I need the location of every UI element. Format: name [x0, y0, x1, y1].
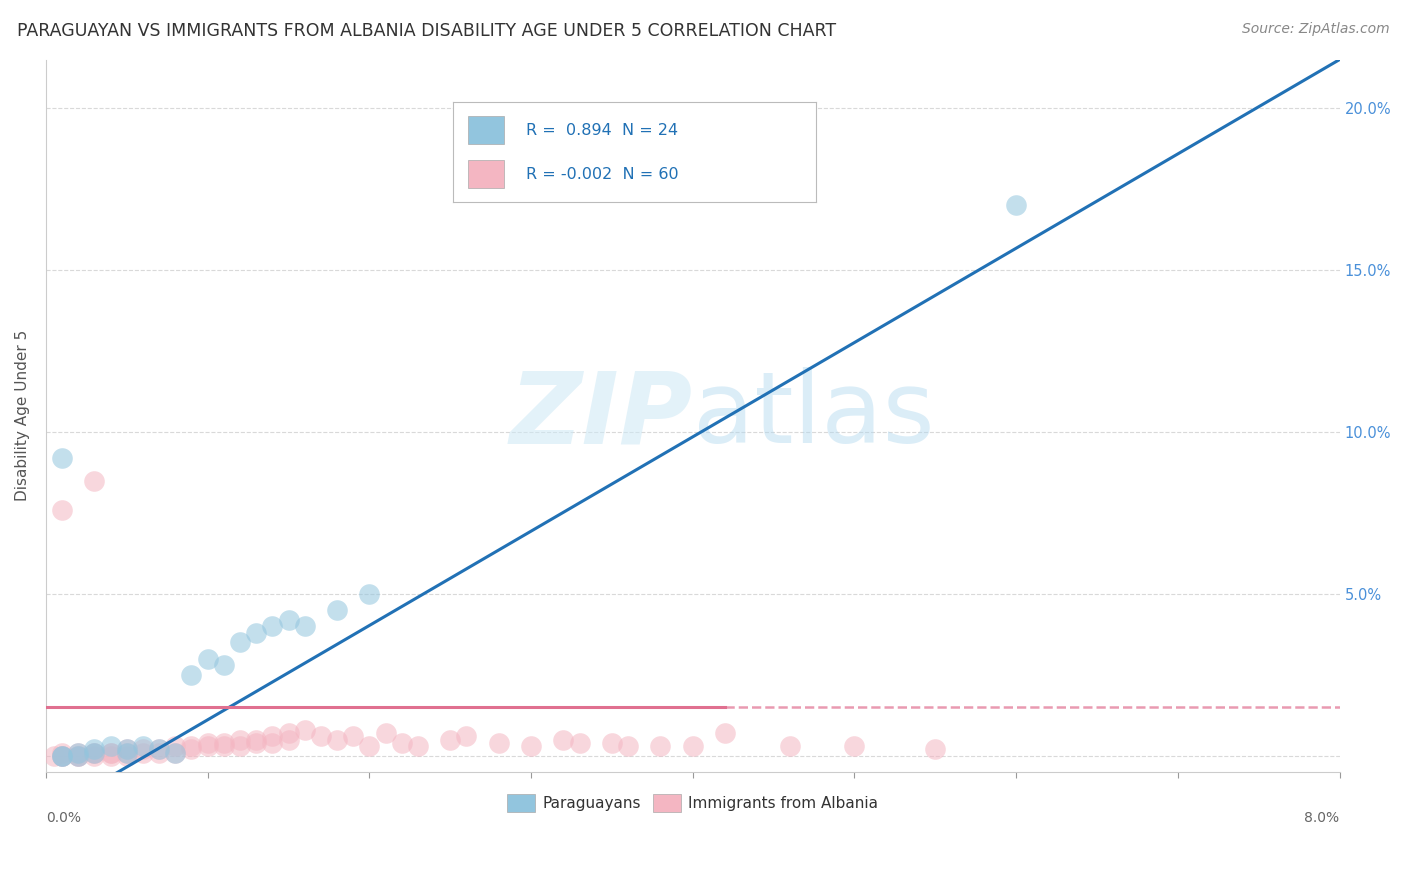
Point — [42, 748, 65, 763]
Point — [277, 732, 299, 747]
Point — [553, 732, 575, 747]
Point — [406, 739, 429, 753]
Point — [682, 739, 704, 753]
Point — [67, 746, 90, 760]
Point — [132, 742, 155, 756]
Point — [262, 619, 284, 633]
Point — [83, 742, 105, 756]
Point — [294, 723, 316, 737]
Point — [212, 658, 235, 673]
Point — [148, 746, 170, 760]
Point — [277, 613, 299, 627]
Text: 0.0%: 0.0% — [46, 811, 82, 825]
Point — [83, 748, 105, 763]
Point — [262, 730, 284, 744]
Point — [165, 746, 187, 760]
Point — [277, 726, 299, 740]
Point — [115, 748, 138, 763]
Point — [924, 742, 946, 756]
Text: 8.0%: 8.0% — [1305, 811, 1340, 825]
Point — [83, 746, 105, 760]
Point — [180, 742, 202, 756]
Point — [100, 739, 122, 753]
Point — [1005, 198, 1028, 212]
Point — [132, 746, 155, 760]
Point — [229, 732, 252, 747]
Point — [165, 746, 187, 760]
Point — [600, 736, 623, 750]
Point — [115, 742, 138, 756]
Point — [51, 748, 73, 763]
Point — [148, 742, 170, 756]
Point — [83, 746, 105, 760]
Point — [51, 746, 73, 760]
Point — [212, 739, 235, 753]
Y-axis label: Disability Age Under 5: Disability Age Under 5 — [15, 330, 30, 501]
Text: Source: ZipAtlas.com: Source: ZipAtlas.com — [1241, 22, 1389, 37]
Point — [51, 748, 73, 763]
Legend: Paraguayans, Immigrants from Albania: Paraguayans, Immigrants from Albania — [501, 788, 884, 818]
Point — [229, 635, 252, 649]
Point — [245, 625, 267, 640]
Point — [359, 739, 381, 753]
Point — [197, 651, 219, 665]
Point — [439, 732, 461, 747]
Point — [51, 502, 73, 516]
Point — [262, 736, 284, 750]
Point — [229, 739, 252, 753]
Point — [67, 748, 90, 763]
Text: ZIP: ZIP — [510, 368, 693, 465]
Point — [456, 730, 478, 744]
Point — [520, 739, 543, 753]
Point — [51, 748, 73, 763]
Point — [148, 742, 170, 756]
Point — [100, 746, 122, 760]
Point — [488, 736, 510, 750]
Point — [326, 603, 349, 617]
Point — [714, 726, 737, 740]
Point — [359, 587, 381, 601]
Point — [67, 748, 90, 763]
Point — [132, 739, 155, 753]
Point — [245, 736, 267, 750]
Point — [197, 739, 219, 753]
Point — [83, 746, 105, 760]
Point — [83, 474, 105, 488]
Point — [617, 739, 640, 753]
Text: atlas: atlas — [693, 368, 935, 465]
Point — [165, 739, 187, 753]
Point — [197, 736, 219, 750]
Point — [212, 736, 235, 750]
Point — [294, 619, 316, 633]
Point — [100, 746, 122, 760]
Point — [67, 748, 90, 763]
Point — [650, 739, 672, 753]
Point — [374, 726, 396, 740]
Point — [115, 746, 138, 760]
Point — [245, 732, 267, 747]
Point — [115, 746, 138, 760]
Point — [844, 739, 866, 753]
Point — [115, 742, 138, 756]
Point — [309, 730, 332, 744]
Point — [51, 450, 73, 465]
Point — [100, 748, 122, 763]
Point — [391, 736, 413, 750]
Point — [51, 748, 73, 763]
Point — [779, 739, 801, 753]
Point — [342, 730, 364, 744]
Point — [180, 739, 202, 753]
Point — [568, 736, 591, 750]
Point — [326, 732, 349, 747]
Text: PARAGUAYAN VS IMMIGRANTS FROM ALBANIA DISABILITY AGE UNDER 5 CORRELATION CHART: PARAGUAYAN VS IMMIGRANTS FROM ALBANIA DI… — [17, 22, 837, 40]
Point — [180, 668, 202, 682]
Point — [67, 746, 90, 760]
